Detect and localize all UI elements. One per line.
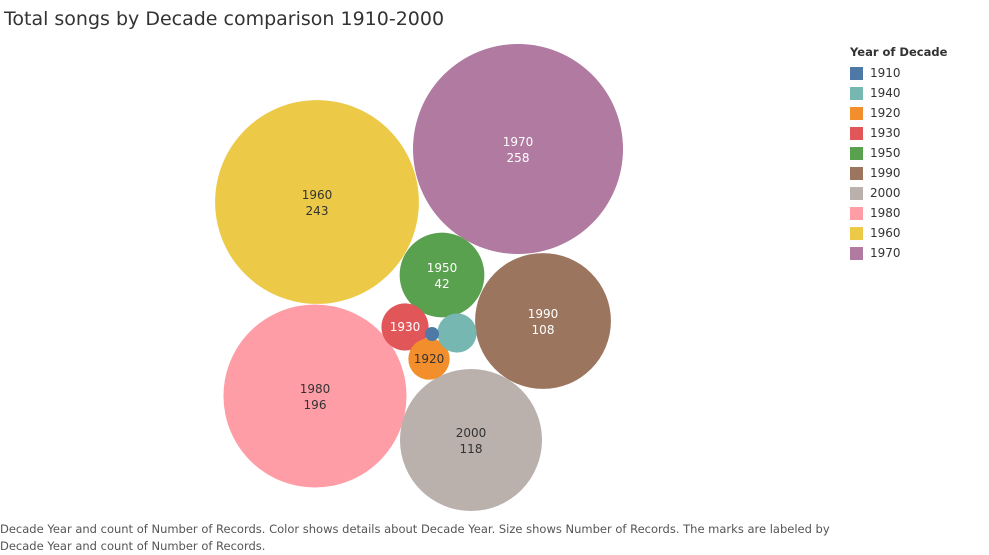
legend-swatch	[850, 166, 863, 180]
bubble-mark-1980[interactable]	[223, 304, 407, 488]
legend-item-1960[interactable]: 1960	[850, 223, 947, 243]
legend-swatch	[850, 226, 863, 240]
legend-item-1930[interactable]: 1930	[850, 123, 947, 143]
bubble-1950[interactable]: 1950 42	[399, 232, 485, 318]
legend-title: Year of Decade	[850, 45, 948, 59]
bubble-value-1990: 108	[532, 323, 555, 337]
bubble-1960[interactable]: 1960 243	[215, 100, 419, 304]
legend-swatch	[850, 86, 863, 100]
legend-label: 1950	[870, 146, 901, 160]
legend-swatch	[850, 66, 863, 80]
bubble-1940[interactable]	[437, 313, 477, 353]
bubble-label-1990: 1990	[528, 307, 559, 321]
bubble-label-1960: 1960	[302, 188, 333, 202]
legend-label: 1980	[870, 206, 901, 220]
legend-items: 1910 1940 1920 1930 1950 1990 2000 1980 1960 1970	[850, 63, 947, 263]
bubble-2000[interactable]: 2000 118	[399, 368, 543, 512]
chart-title: Total songs by Decade comparison 1910-20…	[4, 8, 445, 30]
legend-label: 1920	[870, 106, 901, 120]
legend-item-1940[interactable]: 1940	[850, 83, 947, 103]
bubble-label-1930: 1930	[390, 320, 421, 334]
bubble-1930[interactable]: 1930	[381, 303, 429, 351]
bubble-chart: 1970 258 1960 243 1980 196 2000 118 1990 108 1950 4…	[215, 44, 623, 512]
legend-item-1950[interactable]: 1950	[850, 143, 947, 163]
bubble-1920[interactable]: 1920	[408, 338, 450, 380]
bubble-label-1970: 1970	[503, 135, 534, 149]
legend-swatch	[850, 206, 863, 220]
bubble-mark-1910[interactable]	[425, 327, 439, 341]
bubble-value-2000: 118	[460, 442, 483, 456]
bubble-mark-1920[interactable]	[408, 338, 450, 380]
legend-swatch	[850, 146, 863, 160]
bubble-label-1950: 1950	[427, 261, 458, 275]
legend-label: 1970	[870, 246, 901, 260]
bubble-1980[interactable]: 1980 196	[223, 304, 407, 488]
bubble-value-1970: 258	[507, 151, 530, 165]
bubble-mark-1960[interactable]	[215, 100, 419, 304]
bubble-mark-1940[interactable]	[437, 313, 477, 353]
legend-item-2000[interactable]: 2000	[850, 183, 947, 203]
legend-label: 1940	[870, 86, 901, 100]
legend-label: 1960	[870, 226, 901, 240]
legend-swatch	[850, 186, 863, 200]
bubble-label-1920: 1920	[414, 352, 445, 366]
bubble-mark-1950[interactable]	[399, 232, 485, 318]
legend-label: 1910	[870, 66, 901, 80]
legend-item-1980[interactable]: 1980	[850, 203, 947, 223]
legend-item-1920[interactable]: 1920	[850, 103, 947, 123]
bubble-1970[interactable]: 1970 258	[413, 44, 623, 254]
bubble-mark-1990[interactable]	[475, 253, 611, 389]
bubble-value-1960: 243	[306, 204, 329, 218]
bubble-mark-1970[interactable]	[413, 44, 623, 254]
legend-swatch	[850, 126, 863, 140]
legend-item-1910[interactable]: 1910	[850, 63, 947, 83]
legend-item-1990[interactable]: 1990	[850, 163, 947, 183]
legend-item-1970[interactable]: 1970	[850, 243, 947, 263]
bubble-value-1950: 42	[434, 277, 449, 291]
legend-label: 1990	[870, 166, 901, 180]
legend-swatch	[850, 246, 863, 260]
bubble-mark-1930[interactable]	[381, 303, 429, 351]
bubble-label-2000: 2000	[456, 426, 487, 440]
bubble-1910[interactable]	[425, 327, 439, 341]
color-legend: Year of Decade 1910 1940 1920 1930 1950 1990 2…	[850, 45, 947, 263]
bubble-value-1980: 196	[304, 398, 327, 412]
legend-swatch	[850, 106, 863, 120]
bubble-label-1980: 1980	[300, 382, 331, 396]
legend-label: 1930	[870, 126, 901, 140]
bubble-mark-2000[interactable]	[399, 368, 543, 512]
bubble-1990[interactable]: 1990 108	[475, 253, 611, 389]
legend-label: 2000	[870, 186, 901, 200]
chart-caption: Decade Year and count of Number of Recor…	[0, 522, 830, 553]
